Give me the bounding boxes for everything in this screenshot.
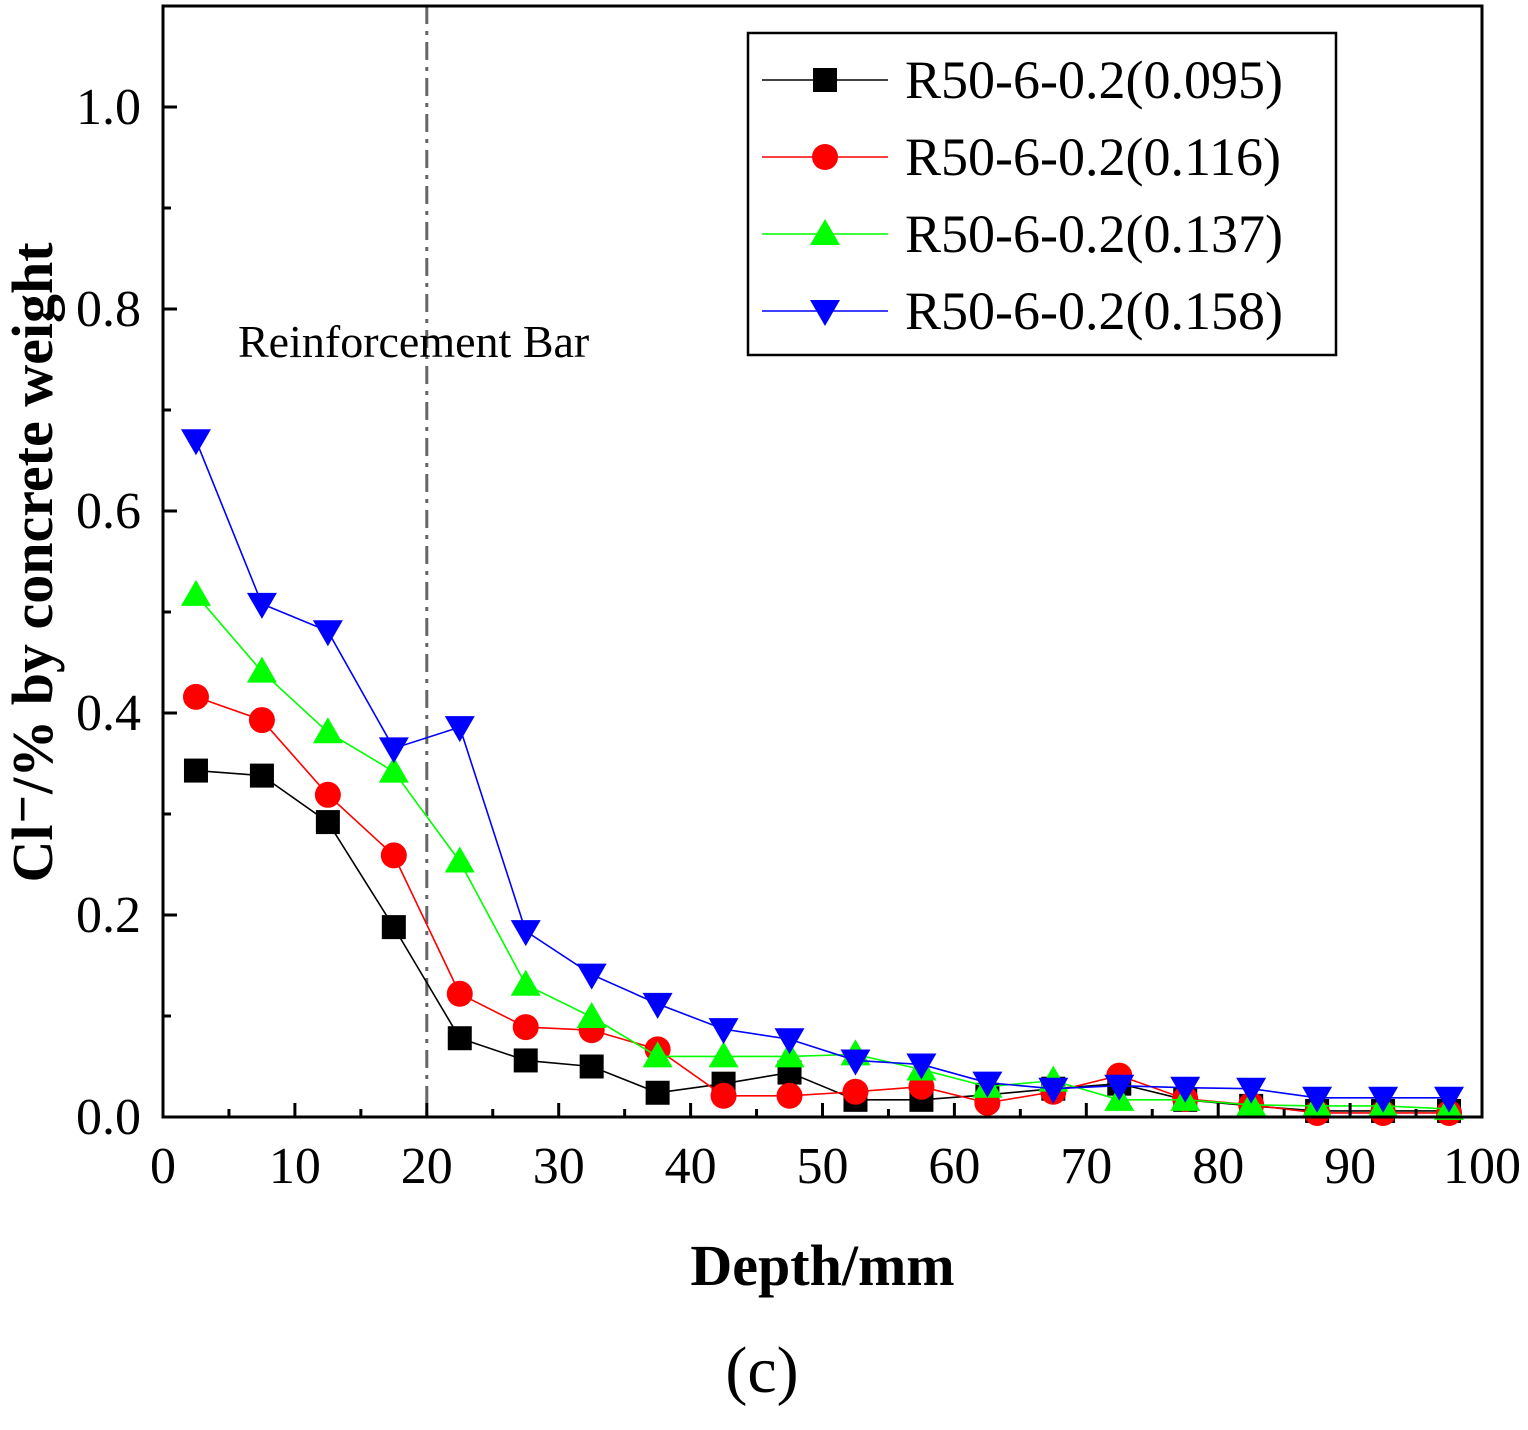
legend-marker bbox=[813, 68, 837, 92]
reinforcement-bar-annotation: Reinforcement Bar bbox=[238, 316, 589, 367]
data-point bbox=[842, 1078, 869, 1105]
series-4 bbox=[180, 429, 1465, 1113]
legend-entry-label: R50-6-0.2(0.116) bbox=[905, 127, 1281, 187]
series-1 bbox=[183, 758, 1462, 1123]
data-point bbox=[312, 620, 343, 647]
x-tick-label: 60 bbox=[928, 1138, 980, 1195]
x-tick-label: 100 bbox=[1443, 1138, 1521, 1195]
x-tick-label: 10 bbox=[269, 1138, 321, 1195]
x-tick-label: 30 bbox=[533, 1138, 585, 1195]
series-line bbox=[195, 440, 1450, 1099]
legend-entry-label: R50-6-0.2(0.137) bbox=[905, 204, 1283, 264]
legend-entry-label: R50-6-0.2(0.095) bbox=[905, 50, 1283, 110]
series-line bbox=[195, 594, 1450, 1110]
y-tick-label: 0.4 bbox=[76, 685, 141, 742]
panel-label: (c) bbox=[725, 1334, 798, 1407]
y-tick-label: 0.0 bbox=[76, 1089, 141, 1146]
data-point bbox=[1170, 1076, 1201, 1103]
data-point bbox=[774, 1028, 805, 1055]
data-point bbox=[579, 1054, 604, 1079]
data-point bbox=[840, 1049, 871, 1076]
data-point bbox=[246, 656, 277, 683]
data-point bbox=[972, 1071, 1003, 1098]
x-tick-label: 90 bbox=[1324, 1138, 1376, 1195]
data-point bbox=[510, 920, 541, 947]
data-point bbox=[312, 717, 343, 744]
legend: R50-6-0.2(0.095) R50-6-0.2(0.116) R50-6-0.… bbox=[746, 31, 1338, 357]
x-tick-label: 50 bbox=[797, 1138, 849, 1195]
data-point bbox=[378, 737, 409, 764]
y-tick-label: 1.0 bbox=[76, 79, 141, 136]
y-tick-label: 0.6 bbox=[76, 483, 141, 540]
y-tick-label: 0.2 bbox=[76, 887, 141, 944]
legend-entry-label: R50-6-0.2(0.158) bbox=[905, 281, 1283, 341]
data-point bbox=[576, 1002, 607, 1029]
data-point bbox=[642, 992, 673, 1019]
legend-marker bbox=[810, 219, 840, 245]
data-point bbox=[1038, 1077, 1069, 1104]
data-point bbox=[246, 592, 277, 619]
data-point bbox=[512, 1014, 539, 1041]
data-point bbox=[183, 758, 208, 783]
data-point bbox=[513, 1048, 538, 1073]
data-point bbox=[642, 1041, 673, 1068]
data-point bbox=[1368, 1086, 1399, 1113]
data-point bbox=[774, 1041, 805, 1068]
x-axis-title: Depth/mm bbox=[690, 1233, 954, 1298]
legend-marker bbox=[812, 144, 838, 170]
data-point bbox=[378, 756, 409, 783]
y-tick-label: 0.8 bbox=[76, 281, 141, 338]
data-point bbox=[444, 716, 475, 743]
data-point bbox=[444, 846, 475, 873]
data-point bbox=[180, 579, 211, 606]
tick-layer: 0 10 20 30 40 50 60 70 80 90 100 0.0 0.2 0.4 0.6 0.8 1.0 bbox=[76, 79, 1521, 1195]
data-point bbox=[447, 1026, 472, 1051]
data-point bbox=[248, 707, 275, 734]
series-line bbox=[195, 769, 1450, 1112]
x-tick-label: 0 bbox=[150, 1138, 176, 1195]
data-point bbox=[381, 915, 406, 940]
data-point bbox=[315, 810, 340, 835]
series-layer bbox=[180, 429, 1465, 1126]
data-point bbox=[1302, 1086, 1333, 1113]
y-axis-title: Cl⁻/% by concrete weight bbox=[0, 242, 65, 883]
data-point bbox=[576, 963, 607, 990]
series-3 bbox=[180, 579, 1465, 1120]
data-point bbox=[776, 1082, 803, 1109]
x-tick-label: 80 bbox=[1192, 1138, 1244, 1195]
data-point bbox=[249, 763, 274, 788]
data-point bbox=[1104, 1074, 1135, 1101]
data-point bbox=[446, 980, 473, 1007]
data-point bbox=[180, 429, 211, 456]
x-tick-label: 70 bbox=[1060, 1138, 1112, 1195]
legend-marker bbox=[810, 300, 840, 326]
data-point bbox=[708, 1041, 739, 1068]
data-point bbox=[710, 1082, 737, 1109]
data-point bbox=[1236, 1077, 1267, 1104]
data-point bbox=[708, 1018, 739, 1045]
data-point bbox=[906, 1053, 937, 1080]
series-2 bbox=[182, 683, 1463, 1126]
legend-box bbox=[746, 31, 1338, 357]
data-point bbox=[182, 683, 209, 710]
data-point bbox=[314, 781, 341, 808]
data-point bbox=[1434, 1086, 1465, 1113]
data-point bbox=[380, 842, 407, 869]
data-point bbox=[510, 969, 541, 996]
data-point bbox=[645, 1080, 670, 1105]
x-tick-label: 40 bbox=[665, 1138, 717, 1195]
x-tick-label: 20 bbox=[401, 1138, 453, 1195]
